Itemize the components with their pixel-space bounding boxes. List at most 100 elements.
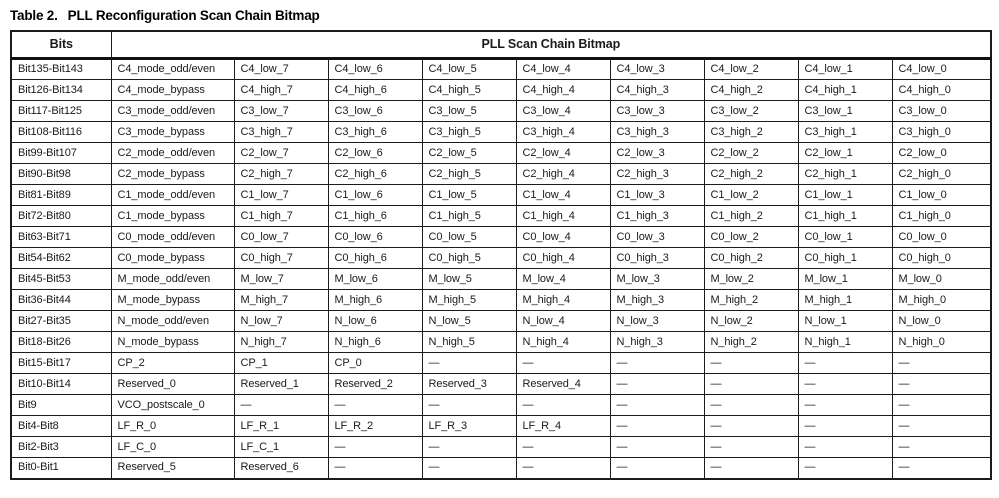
bitmap-cell: C4_high_6 (327, 79, 423, 101)
bitmap-cell: N_high_2 (703, 331, 799, 353)
bitmap-cell: C1_low_0 (891, 184, 992, 206)
bits-cell: Bit2-Bit3 (10, 436, 112, 458)
bitmap-cell: Reserved_0 (110, 373, 235, 395)
bitmap-cell: C1_low_5 (421, 184, 517, 206)
bitmap-cell: C1_low_4 (515, 184, 611, 206)
bitmap-cell: — (891, 415, 992, 437)
table-row: Bit18-Bit26 N_mode_bypass N_high_7 N_hig… (10, 331, 992, 353)
bitmap-cell: C4_high_7 (233, 79, 329, 101)
bits-cell: Bit36-Bit44 (10, 289, 112, 311)
bitmap-cell: — (891, 352, 992, 374)
bitmap-cell: C0_high_2 (703, 247, 799, 269)
table-row: Bit15-Bit17 CP_2 CP_1 CP_0 — — — — — — (10, 352, 992, 374)
bits-cell: Bit81-Bit89 (10, 184, 112, 206)
bitmap-cell: — (609, 415, 705, 437)
table-row: Bit90-Bit98 C2_mode_bypass C2_high_7 C2_… (10, 163, 992, 185)
bitmap-cell: C1_high_1 (797, 205, 893, 227)
bitmap-cell: C4_high_2 (703, 79, 799, 101)
bitmap-cell: M_high_5 (421, 289, 517, 311)
bitmap-cell: LF_C_0 (110, 436, 235, 458)
bitmap-cell: C0_low_3 (609, 226, 705, 248)
bitmap-cell: C0_low_1 (797, 226, 893, 248)
bitmap-cell: C4_low_1 (797, 58, 893, 80)
bitmap-cell: C2_mode_odd/even (110, 142, 235, 164)
bitmap-cell: C0_mode_bypass (110, 247, 235, 269)
bitmap-cell: N_low_0 (891, 310, 992, 332)
bitmap-cell: C4_high_0 (891, 79, 992, 101)
table-row: Bit72-Bit80 C1_mode_bypass C1_high_7 C1_… (10, 205, 992, 227)
bitmap-cell: — (703, 394, 799, 416)
bitmap-cell: C2_high_5 (421, 163, 517, 185)
bitmap-cell: C3_high_0 (891, 121, 992, 143)
bitmap-cell: — (327, 457, 423, 479)
table-row: Bit99-Bit107 C2_mode_odd/even C2_low_7 C… (10, 142, 992, 164)
table-header: Bits PLL Scan Chain Bitmap (10, 30, 992, 60)
bitmap-cell: N_high_0 (891, 331, 992, 353)
bitmap-cell: C2_low_2 (703, 142, 799, 164)
bitmap-cell: C2_mode_bypass (110, 163, 235, 185)
bitmap-cell: C2_low_0 (891, 142, 992, 164)
bitmap-cell: C0_high_0 (891, 247, 992, 269)
table-caption-label: Table 2. (10, 8, 58, 23)
bitmap-cell: C3_low_4 (515, 100, 611, 122)
bitmap-cell: C4_mode_odd/even (110, 58, 235, 80)
bitmap-cell: VCO_postscale_0 (110, 394, 235, 416)
bitmap-cell: N_low_5 (421, 310, 517, 332)
bits-cell: Bit72-Bit80 (10, 205, 112, 227)
bits-cell: Bit54-Bit62 (10, 247, 112, 269)
bitmap-cell: LF_R_3 (421, 415, 517, 437)
bits-cell: Bit135-Bit143 (10, 58, 112, 80)
bitmap-cell: C4_high_1 (797, 79, 893, 101)
bitmap-cell: — (703, 436, 799, 458)
bitmap-cell: N_mode_odd/even (110, 310, 235, 332)
bitmap-cell: — (515, 457, 611, 479)
bitmap-cell: N_low_4 (515, 310, 611, 332)
bitmap-cell: — (515, 436, 611, 458)
bitmap-cell: C2_high_4 (515, 163, 611, 185)
bits-cell: Bit117-Bit125 (10, 100, 112, 122)
bitmap-cell: C4_high_4 (515, 79, 611, 101)
bitmap-cell: M_low_4 (515, 268, 611, 290)
bitmap-cell: C4_low_2 (703, 58, 799, 80)
bitmap-cell: — (421, 352, 517, 374)
bitmap-cell: Reserved_2 (327, 373, 423, 395)
bits-cell: Bit18-Bit26 (10, 331, 112, 353)
bitmap-cell: N_high_6 (327, 331, 423, 353)
bitmap-cell: C3_low_3 (609, 100, 705, 122)
bitmap-cell: C1_high_2 (703, 205, 799, 227)
table-header-row: Bits PLL Scan Chain Bitmap (10, 30, 992, 60)
table-body: Bit135-Bit143 C4_mode_odd/even C4_low_7 … (10, 58, 992, 479)
bitmap-cell: — (891, 394, 992, 416)
bitmap-cell: C2_low_1 (797, 142, 893, 164)
bitmap-cell: — (609, 352, 705, 374)
bitmap-cell: C3_low_6 (327, 100, 423, 122)
bitmap-cell: — (515, 394, 611, 416)
bitmap-cell: C4_low_3 (609, 58, 705, 80)
bitmap-cell: C3_low_1 (797, 100, 893, 122)
table-row: Bit126-Bit134 C4_mode_bypass C4_high_7 C… (10, 79, 992, 101)
bitmap-cell: C1_mode_bypass (110, 205, 235, 227)
bitmap-cell: C1_low_2 (703, 184, 799, 206)
bitmap-cell: — (703, 373, 799, 395)
bitmap-cell: — (609, 457, 705, 479)
bitmap-cell: C2_high_0 (891, 163, 992, 185)
bitmap-cell: — (891, 457, 992, 479)
bitmap-cell: C0_low_6 (327, 226, 423, 248)
table-row: Bit2-Bit3 LF_C_0 LF_C_1 — — — — — — — (10, 436, 992, 458)
bitmap-cell: M_high_3 (609, 289, 705, 311)
pll-scan-chain-bitmap-table: Bits PLL Scan Chain Bitmap Bit135-Bit143… (10, 30, 993, 480)
table-row: Bit9 VCO_postscale_0 — — — — — — — — (10, 394, 992, 416)
bitmap-cell: M_low_6 (327, 268, 423, 290)
bitmap-cell: M_low_5 (421, 268, 517, 290)
bitmap-cell: C2_high_2 (703, 163, 799, 185)
bitmap-cell: C0_high_5 (421, 247, 517, 269)
bitmap-cell: M_low_3 (609, 268, 705, 290)
table-row: Bit117-Bit125 C3_mode_odd/even C3_low_7 … (10, 100, 992, 122)
bitmap-cell: C2_low_5 (421, 142, 517, 164)
bitmap-cell: C3_high_6 (327, 121, 423, 143)
bitmap-cell: — (421, 394, 517, 416)
table-row: Bit10-Bit14 Reserved_0 Reserved_1 Reserv… (10, 373, 992, 395)
bitmap-cell: C4_low_6 (327, 58, 423, 80)
bitmap-cell: C2_high_1 (797, 163, 893, 185)
